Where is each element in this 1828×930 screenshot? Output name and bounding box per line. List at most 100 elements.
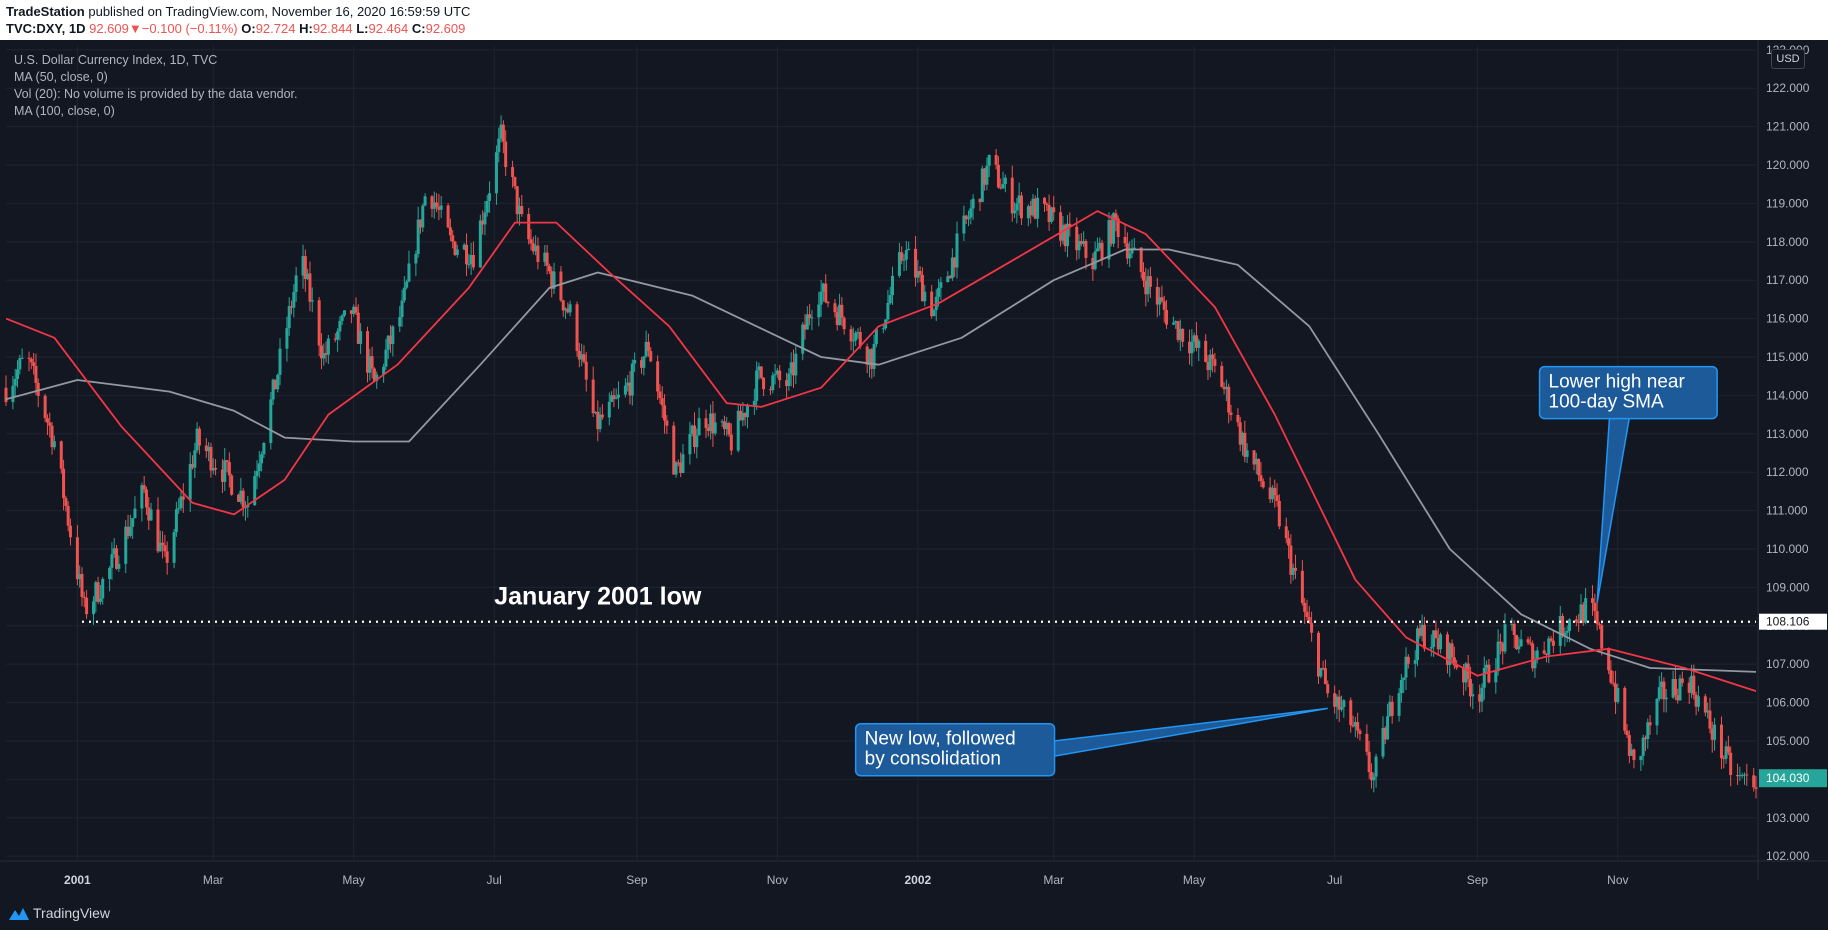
candle-body xyxy=(98,598,102,602)
candle-body xyxy=(359,331,363,344)
candle-body xyxy=(1142,271,1145,281)
candle-body xyxy=(407,263,411,282)
candle-body xyxy=(1551,640,1555,646)
candle-body xyxy=(1162,301,1166,310)
candle-body xyxy=(725,423,729,430)
candle-body xyxy=(92,601,95,615)
candle-body xyxy=(131,518,135,527)
low-value: 92.464 xyxy=(368,21,409,36)
published-text: published on TradingView.com, November 1… xyxy=(84,4,471,19)
candle-body xyxy=(1075,226,1079,251)
candle-body xyxy=(303,256,307,279)
candle-body xyxy=(849,329,853,342)
candle-body xyxy=(1625,730,1629,736)
candle-body xyxy=(962,215,966,234)
candle-body xyxy=(1229,412,1233,415)
candle-body xyxy=(582,354,586,362)
candle-body xyxy=(112,548,116,555)
price-change: −0.100 (−0.11%) xyxy=(141,21,238,36)
candle-body xyxy=(1155,286,1159,305)
candle-body xyxy=(1227,386,1231,413)
candle-body xyxy=(1178,328,1182,340)
annotations: January 2001 low New low, followed by cons… xyxy=(494,365,1718,777)
candle-body xyxy=(110,554,114,568)
tradingview-brand[interactable]: TradingView xyxy=(33,905,111,921)
candle-body xyxy=(1383,727,1387,740)
candle-body xyxy=(211,467,215,471)
candle-body xyxy=(1710,728,1714,740)
legend-volume[interactable]: Vol (20): No volume is provided by the d… xyxy=(14,87,298,101)
high-value: 92.844 xyxy=(312,21,353,36)
legend-ma100[interactable]: MA (100, close, 0) xyxy=(14,104,115,118)
candle-body xyxy=(140,485,144,509)
price-tick-label: 105.000 xyxy=(1766,734,1810,748)
candle-body xyxy=(1577,621,1581,624)
candle-body xyxy=(292,291,296,308)
candle-body xyxy=(64,497,68,507)
candle-body xyxy=(161,542,165,546)
candle-body xyxy=(1010,177,1014,214)
candle-body xyxy=(1627,735,1631,756)
candle-body xyxy=(126,526,130,536)
time-tick-label: May xyxy=(1183,873,1206,887)
low-label: L: xyxy=(356,21,369,36)
candle-body xyxy=(181,496,185,500)
candle-body xyxy=(310,300,314,302)
candle-body xyxy=(932,310,936,317)
candle-body xyxy=(1270,487,1274,500)
candle-body xyxy=(225,460,229,463)
legend-title[interactable]: U.S. Dollar Currency Index, 1D, TVC xyxy=(14,53,218,67)
close-label: C: xyxy=(411,21,426,36)
candle-body xyxy=(1591,598,1595,603)
candle-body xyxy=(1208,354,1212,370)
candle-body xyxy=(773,374,777,376)
candle-body xyxy=(11,385,15,403)
candle-body xyxy=(1139,247,1143,272)
candle-body xyxy=(1639,755,1643,761)
candle-body xyxy=(29,358,33,363)
candle-body xyxy=(711,413,715,434)
candle-body xyxy=(1641,737,1645,756)
candle-body xyxy=(108,567,112,579)
candle-body xyxy=(301,256,305,276)
candle-body xyxy=(278,348,282,375)
candle-body xyxy=(1584,598,1588,623)
price-tick-label: 112.000 xyxy=(1766,465,1809,479)
candle-body xyxy=(287,306,291,329)
candle-body xyxy=(1648,722,1652,726)
candle-body xyxy=(757,366,761,371)
price-chart[interactable]: 102.000103.000104.000105.000106.000107.0… xyxy=(0,40,1828,897)
candle-body xyxy=(101,578,105,599)
candle-body xyxy=(1033,198,1037,219)
candle-body xyxy=(435,202,439,207)
candle-body xyxy=(709,413,713,431)
candle-body xyxy=(1095,248,1099,252)
currency-badge[interactable]: USD xyxy=(1771,49,1805,69)
candle-body xyxy=(630,363,634,396)
candle-body xyxy=(1176,321,1180,340)
candle-body xyxy=(1017,195,1021,204)
candle-body xyxy=(352,306,356,314)
annotation-box xyxy=(854,722,1056,777)
time-tick-label: Mar xyxy=(203,873,224,887)
candle-body xyxy=(499,124,503,139)
candle-body xyxy=(1742,774,1746,776)
candle-body xyxy=(642,356,646,368)
candle-body xyxy=(1432,630,1436,647)
candle-body xyxy=(1510,623,1514,625)
candle-body xyxy=(1595,611,1599,625)
candle-body xyxy=(596,411,600,430)
candle-body xyxy=(1561,616,1565,636)
annotation-text: New low, followed by consolidation xyxy=(865,729,1016,770)
publisher-name[interactable]: TradeStation xyxy=(6,4,85,19)
candle-body xyxy=(1165,309,1169,325)
candle-body xyxy=(1036,197,1040,219)
candle-body xyxy=(550,271,554,289)
candle-body xyxy=(1342,700,1346,708)
legend-ma50[interactable]: MA (50, close, 0) xyxy=(14,70,108,84)
candle-body xyxy=(75,537,79,580)
candle-body xyxy=(874,328,878,345)
candle-body xyxy=(690,425,694,435)
candle-body xyxy=(1690,675,1694,693)
candle-body xyxy=(1708,710,1712,729)
